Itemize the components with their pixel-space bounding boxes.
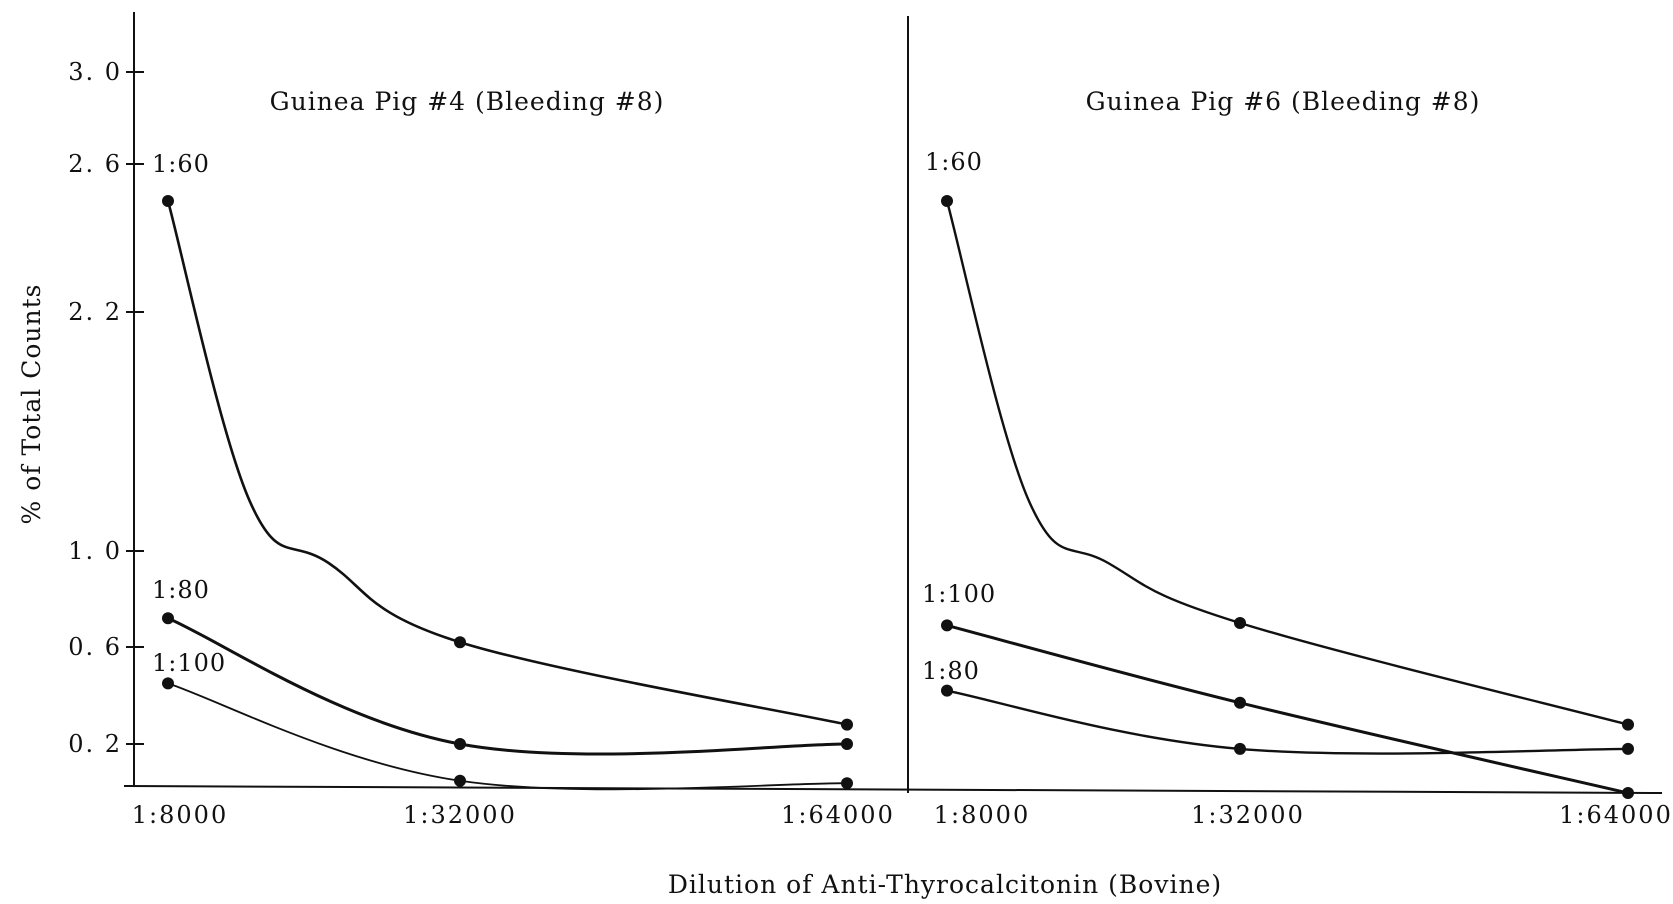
- data-point: [454, 774, 466, 787]
- data-point: [1622, 742, 1634, 755]
- data-point: [1622, 787, 1634, 799]
- x-axis-label: Dilution of Anti-Thyrocalcitonin (Bovine…: [668, 870, 1222, 899]
- series-line-1-80: [167, 616, 848, 756]
- data-point: [941, 619, 953, 632]
- y-tick-label: 0. 6: [68, 633, 122, 661]
- data-point: [841, 718, 853, 731]
- data-point: [1234, 742, 1246, 755]
- series-label: 1:100: [922, 580, 996, 608]
- y-axis-ticks: 3. 0 2. 6 2. 2 1. 0 0. 6 0. 2: [68, 58, 144, 758]
- panel-title-right: Guinea Pig #6 (Bleeding #8): [1086, 87, 1481, 116]
- series-label: 1:60: [152, 150, 210, 178]
- series-label: 1:80: [152, 576, 210, 604]
- series-label: 1:80: [922, 657, 980, 685]
- data-point: [454, 738, 466, 750]
- y-axis-label: % of Total Counts: [17, 284, 46, 525]
- data-point: [1234, 617, 1246, 629]
- series-line-1-60: [166, 200, 848, 726]
- series-label: 1:100: [152, 649, 226, 677]
- x-axis-ticks: 1:8000 1:32000 1:64000 1:8000 1:32000 1:…: [132, 801, 1673, 829]
- data-point: [841, 777, 853, 790]
- data-point: [162, 677, 174, 690]
- series-line-1-60: [945, 200, 1629, 726]
- y-tick-label: 2. 2: [68, 298, 122, 326]
- y-tick-label: 2. 6: [68, 150, 122, 178]
- series-line-1-100: [946, 623, 1629, 795]
- x-tick-label: 1:32000: [1191, 801, 1305, 829]
- x-axis: [123, 785, 1663, 794]
- data-point: [1622, 718, 1634, 731]
- y-tick-label: 3. 0: [68, 58, 122, 86]
- series-group-right: 1:60 1:100 1:80: [922, 148, 1634, 799]
- data-point: [162, 195, 174, 207]
- x-tick-label: 1:64000: [781, 801, 895, 829]
- x-tick-label: 1:8000: [132, 801, 228, 829]
- series-label: 1:60: [925, 148, 983, 176]
- data-point: [162, 612, 174, 625]
- series-group-left: 1:60 1:80 1:100: [152, 150, 853, 791]
- data-point: [841, 738, 853, 750]
- y-tick-label: 0. 2: [68, 730, 122, 758]
- data-point: [454, 636, 466, 649]
- y-tick-label: 1. 0: [68, 537, 122, 565]
- panel-title-left: Guinea Pig #4 (Bleeding #8): [270, 87, 665, 116]
- x-tick-label: 1:8000: [934, 801, 1030, 829]
- x-tick-label: 1:32000: [403, 801, 517, 829]
- series-line-1-80: [946, 689, 1629, 755]
- x-tick-label: 1:64000: [1559, 801, 1673, 829]
- data-point: [941, 195, 953, 207]
- data-point: [941, 684, 953, 697]
- data-point: [1234, 696, 1246, 709]
- series-line-1-100: [167, 682, 848, 791]
